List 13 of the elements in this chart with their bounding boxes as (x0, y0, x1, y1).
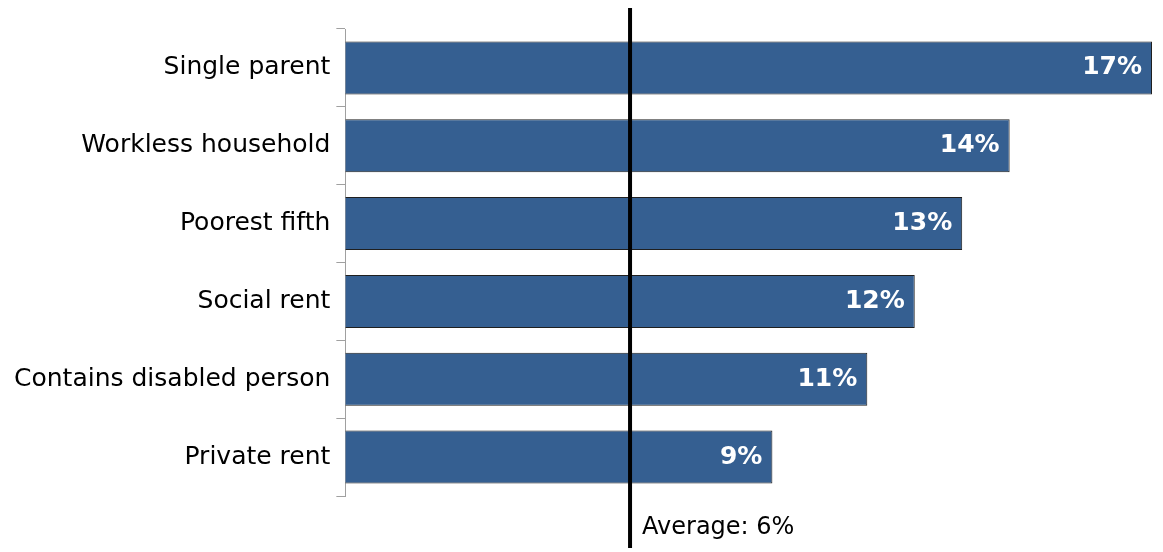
y-tick-label: Private rent (184, 440, 331, 470)
data-label: 14% (939, 129, 1000, 159)
data-label: 11% (797, 362, 858, 392)
data-label: 17% (1082, 51, 1142, 81)
y-tick-label: Single parent (163, 51, 331, 81)
y-tick-label: Contains disabled person (13, 362, 331, 392)
y-tick-label: Workless household (81, 129, 331, 159)
y-tick-label: Poorest fifth (179, 207, 331, 237)
data-label: 12% (844, 284, 905, 314)
data-label: 9% (719, 440, 763, 470)
data-label: 13% (892, 207, 953, 237)
ref-line-label: Average: 6% (642, 512, 795, 541)
y-tick-label: Social rent (197, 284, 331, 314)
